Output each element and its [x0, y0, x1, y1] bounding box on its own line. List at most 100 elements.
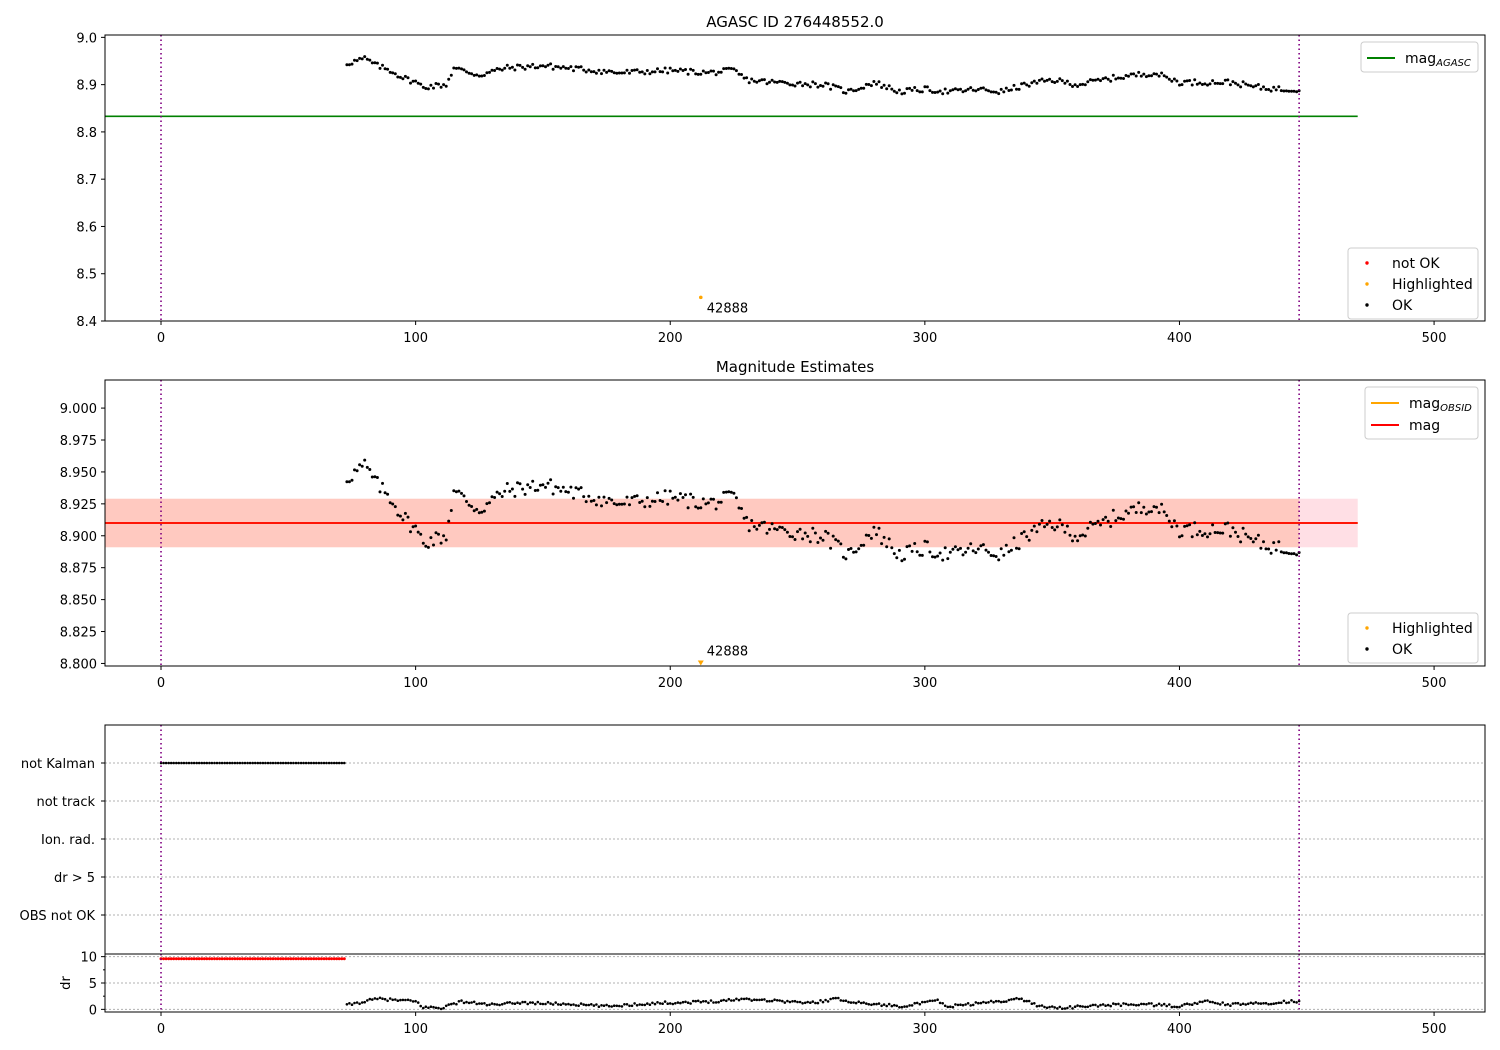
ok-point: [923, 85, 927, 89]
ok-point: [785, 530, 789, 534]
ok-point: [900, 559, 904, 563]
ok-point: [426, 87, 430, 91]
ok-point: [648, 72, 652, 76]
ok-point: [1223, 522, 1227, 526]
ok-point: [457, 489, 461, 493]
dr-red-point: [327, 957, 331, 961]
dr-point: [574, 1004, 578, 1007]
dr-point: [987, 1001, 990, 1004]
dr-red-point: [187, 957, 191, 961]
ok-point: [462, 68, 466, 72]
dr-point: [837, 996, 840, 1000]
dr-red-point: [205, 957, 209, 961]
ok-point: [594, 503, 598, 507]
ok-point: [1111, 508, 1115, 512]
flag-point: [169, 761, 173, 765]
dr-point: [406, 998, 410, 1002]
dr-point: [979, 1001, 983, 1005]
legend-label: not OK: [1392, 256, 1440, 272]
ok-point: [1083, 534, 1087, 538]
ok-point: [454, 490, 458, 494]
ok-point: [1190, 83, 1194, 87]
ok-point: [887, 84, 891, 88]
ok-point: [895, 556, 899, 560]
dr-point: [1137, 1003, 1140, 1007]
dr-point: [1030, 1002, 1034, 1005]
dr-point: [534, 1002, 537, 1006]
ok-point: [388, 501, 392, 505]
ok-point: [852, 550, 856, 554]
axes-frame: [104, 379, 1486, 667]
ok-point: [1216, 81, 1220, 85]
ok-point: [416, 81, 420, 85]
ok-point: [701, 69, 705, 73]
ok-point: [409, 81, 412, 85]
ok-point: [1132, 72, 1136, 76]
ok-point: [1264, 547, 1268, 551]
ok-point: [704, 71, 708, 75]
ok-point: [1279, 89, 1283, 93]
ok-point: [398, 75, 402, 79]
ok-point: [1147, 74, 1151, 78]
x-tick-label: 200: [658, 676, 683, 691]
dr-point: [966, 1002, 970, 1005]
ok-point: [689, 492, 693, 496]
dr-point: [875, 1002, 878, 1006]
ok-point: [722, 67, 726, 71]
ok-point: [1249, 84, 1253, 88]
ok-point: [518, 482, 522, 486]
ok-point: [806, 83, 810, 87]
ok-point: [844, 91, 848, 95]
ok-point: [780, 526, 784, 529]
dr-point: [982, 1000, 985, 1004]
ok-point: [587, 68, 591, 72]
dr-point: [483, 1002, 486, 1005]
ok-point: [1065, 79, 1069, 83]
dr-point: [1287, 1001, 1291, 1004]
ok-point: [465, 500, 468, 503]
ok-point: [691, 495, 695, 499]
ok-point: [386, 67, 390, 71]
dr-point: [434, 1006, 438, 1010]
ok-point: [1063, 81, 1067, 85]
dr-red-point: [325, 957, 328, 961]
ok-point: [1037, 78, 1041, 82]
ok-point: [1091, 78, 1095, 82]
ok-point: [1022, 530, 1026, 534]
dr-point: [1175, 1005, 1179, 1009]
dr-point: [895, 1004, 899, 1008]
dr-red-point: [266, 957, 270, 961]
ok-point: [1160, 71, 1164, 75]
dr-point: [1180, 1004, 1184, 1007]
ok-point: [895, 91, 899, 95]
ok-point: [640, 499, 644, 503]
dr-point: [1188, 1003, 1191, 1006]
ok-point: [925, 85, 929, 89]
ok-point: [1167, 77, 1171, 81]
ok-point: [1027, 538, 1031, 542]
ok-point: [544, 65, 547, 69]
dr-point: [956, 1003, 960, 1007]
ok-point: [1221, 531, 1225, 535]
ok-point: [892, 89, 896, 93]
dr-point: [584, 1003, 588, 1007]
ok-point: [801, 537, 805, 541]
dr-point: [536, 1000, 540, 1004]
dr-point: [737, 998, 741, 1002]
ok-point: [1068, 533, 1072, 537]
ok-point: [717, 500, 721, 504]
ok-point: [345, 63, 349, 67]
dr-point: [577, 1004, 580, 1007]
ok-point: [381, 481, 384, 485]
ok-point: [1272, 85, 1276, 89]
flag-point: [294, 761, 298, 765]
dr-point: [452, 1002, 456, 1005]
ok-point: [1078, 83, 1082, 87]
dr-red-point: [269, 957, 272, 961]
dr-point: [539, 1002, 542, 1006]
dr-red-point: [218, 957, 222, 961]
ok-point: [897, 548, 901, 552]
flag-point: [208, 761, 211, 765]
ok-point: [1137, 70, 1141, 74]
dr-point: [511, 1002, 514, 1005]
